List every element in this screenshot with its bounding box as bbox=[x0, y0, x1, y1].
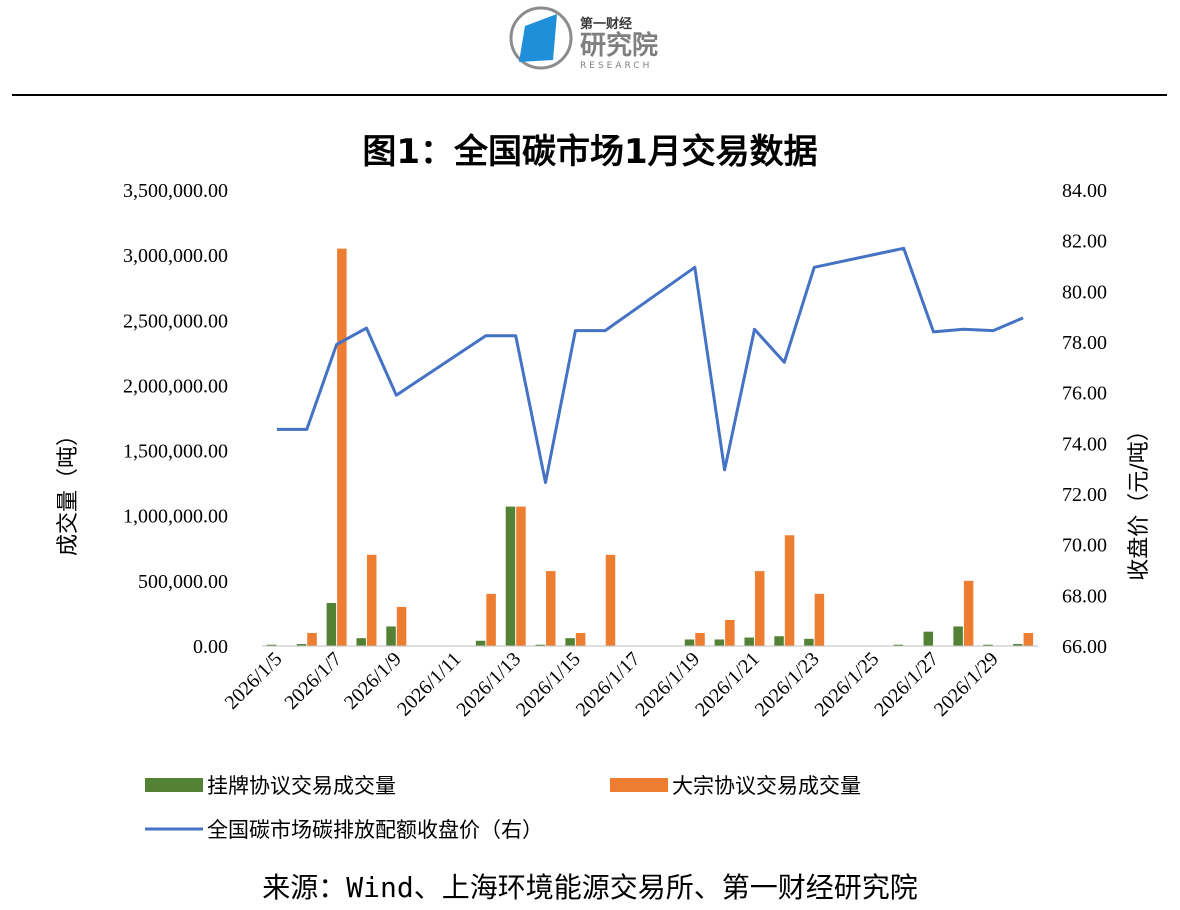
y-left-tick-label: 1,000,000.00 bbox=[123, 506, 228, 528]
research-logo: 第一财经 研究院 RESEARCH bbox=[505, 4, 685, 72]
y-left-tick-label: 2,000,000.00 bbox=[123, 375, 228, 397]
y-right-tick-label: 72.00 bbox=[1062, 484, 1107, 506]
bar-block bbox=[396, 606, 407, 646]
header-divider bbox=[12, 94, 1167, 96]
logo-name-main: 研究院 bbox=[580, 30, 658, 61]
legend-swatch-block bbox=[610, 778, 668, 792]
y-left-tick-label: 2,500,000.00 bbox=[123, 310, 228, 332]
bar-block bbox=[725, 619, 735, 646]
y-right-tick-label: 78.00 bbox=[1062, 332, 1107, 354]
y-left-tick-label: 3,500,000.00 bbox=[123, 180, 228, 202]
x-tick-label: 2026/1/15 bbox=[512, 648, 585, 721]
bar-listed bbox=[893, 644, 904, 646]
bar-listed bbox=[953, 626, 963, 646]
bar-block bbox=[784, 535, 795, 646]
bar-block bbox=[814, 593, 825, 646]
bar-block bbox=[486, 593, 496, 646]
y-right-tick-label: 70.00 bbox=[1062, 535, 1107, 557]
logo-name-sub: RESEARCH bbox=[580, 61, 652, 71]
x-tick-label: 2026/1/27 bbox=[870, 648, 943, 721]
y-left-tick-label: 0.00 bbox=[193, 636, 228, 658]
y-right-tick-label: 68.00 bbox=[1062, 585, 1107, 607]
x-tick-label: 2026/1/23 bbox=[751, 648, 824, 721]
legend: 挂牌协议交易成交量 大宗协议交易成交量 全国碳市场碳排放配额收盘价（右） bbox=[145, 774, 861, 842]
y-axis-left-title: 成交量（吨） bbox=[56, 424, 81, 556]
bars-layer bbox=[266, 248, 1034, 646]
legend-swatch-listed bbox=[145, 778, 203, 792]
bar-listed bbox=[804, 638, 814, 646]
bar-listed bbox=[296, 644, 307, 646]
bar-listed bbox=[744, 637, 754, 646]
x-tick-label: 2026/1/11 bbox=[393, 648, 465, 720]
x-tick-label: 2026/1/29 bbox=[930, 648, 1003, 721]
x-axis-ticks: 2026/1/52026/1/72026/1/92026/1/112026/1/… bbox=[221, 648, 1003, 721]
x-tick-label: 2026/1/7 bbox=[280, 648, 346, 714]
bar-listed bbox=[684, 639, 695, 646]
bar-block bbox=[1023, 632, 1034, 646]
y-right-tick-label: 80.00 bbox=[1062, 281, 1107, 303]
x-tick-label: 2026/1/21 bbox=[691, 648, 764, 721]
bar-block bbox=[366, 554, 377, 646]
legend-label-listed: 挂牌协议交易成交量 bbox=[207, 774, 396, 798]
bar-block bbox=[546, 571, 556, 646]
x-tick-label: 2026/1/5 bbox=[221, 648, 287, 714]
chart-title: 图1：全国碳市场1月交易数据 bbox=[362, 132, 818, 172]
bar-block bbox=[575, 632, 586, 646]
y-left-tick-label: 1,500,000.00 bbox=[123, 441, 228, 463]
legend-label-block: 大宗协议交易成交量 bbox=[672, 774, 861, 798]
bar-block bbox=[337, 248, 347, 646]
bar-block bbox=[963, 580, 974, 646]
bar-listed bbox=[386, 626, 396, 646]
bar-listed bbox=[923, 631, 934, 646]
x-tick-label: 2026/1/13 bbox=[452, 648, 525, 721]
bar-listed bbox=[535, 644, 546, 646]
y-right-tick-label: 74.00 bbox=[1062, 433, 1107, 455]
y-left-tick-label: 500,000.00 bbox=[138, 571, 228, 593]
y-axis-right-title: 收盘价（元/吨） bbox=[1127, 419, 1152, 580]
bar-block bbox=[516, 506, 526, 646]
bar-block bbox=[754, 571, 765, 646]
y-right-tick-label: 82.00 bbox=[1062, 231, 1107, 253]
right-axis-ticks: 66.00 68.00 70.00 72.00 74.00 76.00 78.00 80.00… bbox=[1062, 180, 1107, 658]
source-note: 来源：Wind、上海环境能源交易所、第一财经研究院 bbox=[262, 871, 918, 904]
y-right-tick-label: 66.00 bbox=[1062, 636, 1107, 658]
bar-block bbox=[695, 632, 705, 646]
bar-listed bbox=[714, 639, 725, 646]
bar-listed bbox=[774, 636, 784, 646]
logo-name-top: 第一财经 bbox=[580, 16, 632, 32]
bar-listed bbox=[326, 603, 337, 646]
bar-listed bbox=[565, 638, 575, 646]
bar-listed bbox=[356, 638, 366, 646]
y-left-tick-label: 3,000,000.00 bbox=[123, 245, 228, 267]
y-right-tick-label: 84.00 bbox=[1062, 180, 1107, 202]
price-line bbox=[276, 246, 1024, 485]
legend-label-price: 全国碳市场碳排放配额收盘价（右） bbox=[207, 818, 543, 842]
bar-listed bbox=[475, 640, 486, 646]
left-axis-ticks: 0.00 500,000.00 1,000,000.00 1,500,000.00 2,… bbox=[123, 180, 228, 658]
x-tick-label: 2026/1/19 bbox=[631, 648, 704, 721]
bar-block bbox=[307, 632, 317, 646]
x-tick-label: 2026/1/25 bbox=[810, 648, 883, 721]
bar-listed bbox=[266, 644, 277, 646]
price-line-layer bbox=[276, 246, 1024, 485]
y-right-tick-label: 76.00 bbox=[1062, 383, 1107, 405]
bar-block bbox=[605, 554, 616, 646]
x-tick-label: 2026/1/17 bbox=[572, 648, 645, 721]
bar-listed bbox=[505, 506, 516, 646]
bar-listed bbox=[1013, 644, 1023, 646]
bar-listed bbox=[983, 644, 993, 646]
logo-mark-icon: 第一财经 研究院 RESEARCH bbox=[509, 6, 658, 71]
